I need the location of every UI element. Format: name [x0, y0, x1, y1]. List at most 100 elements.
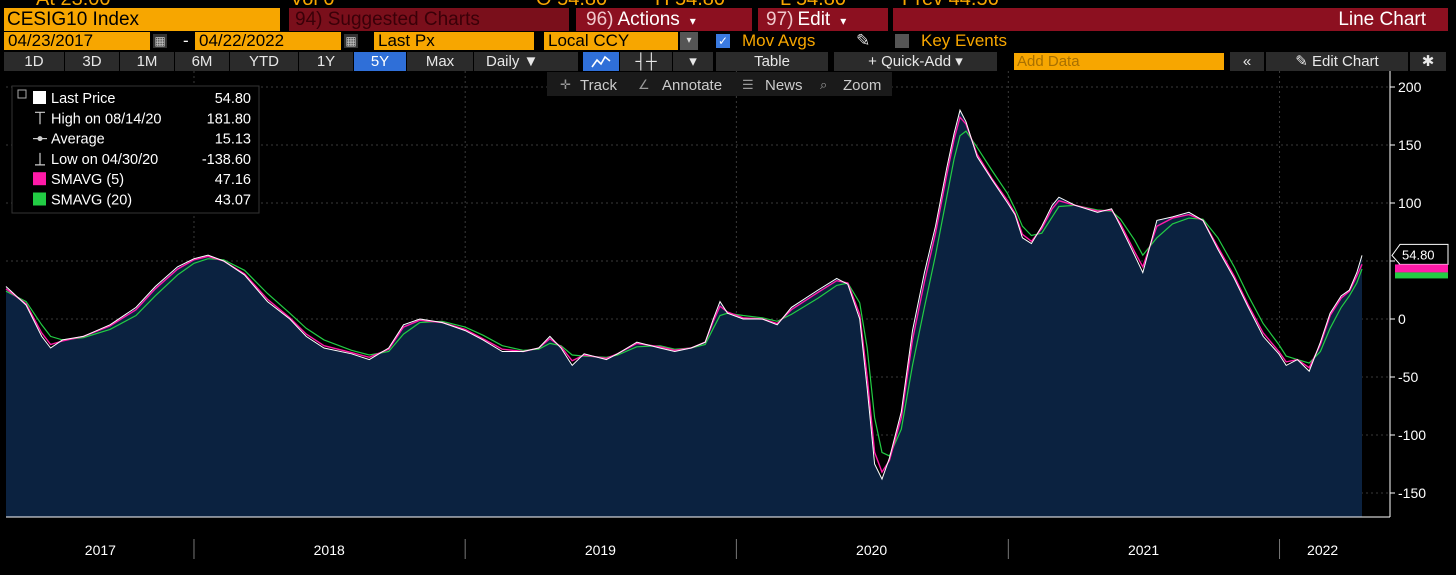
- plus-icon: +: [868, 53, 877, 70]
- quick-add-button[interactable]: + Quick-Add ▾: [834, 52, 997, 71]
- chart-tools: ✛ Track ∠ Annotate ☰ News ⌕ Zoom: [547, 72, 892, 96]
- legend-label: Last Price: [51, 91, 115, 107]
- chevron-down-icon: ▾: [955, 53, 963, 70]
- sma5-flag: [1395, 264, 1448, 273]
- last-price-flag: 54.80: [1391, 243, 1449, 279]
- calendar-icon[interactable]: ▦: [153, 34, 167, 48]
- x-tick-label: 2022: [1307, 542, 1338, 558]
- price-area-fill: [6, 110, 1362, 517]
- legend-row: SMAVG (20) 43.07: [33, 192, 251, 209]
- range-1m-button[interactable]: 1M: [120, 52, 174, 71]
- start-date-field[interactable]: 04/23/2017: [4, 32, 150, 50]
- quote-high: H 54.80: [655, 0, 725, 8]
- legend-label: SMAVG (20): [51, 193, 132, 209]
- track-button[interactable]: Track: [580, 77, 617, 94]
- y-tick-label: -100: [1398, 427, 1426, 443]
- y-tick-label: 0: [1398, 311, 1406, 327]
- calendar-icon[interactable]: ▦: [344, 34, 358, 48]
- price-field-select[interactable]: Last Px: [374, 32, 534, 50]
- sma20-flag: [1395, 272, 1448, 279]
- periodicity-select[interactable]: Daily ▼: [474, 52, 578, 71]
- key-events-checkbox[interactable]: [895, 34, 909, 48]
- add-data-input[interactable]: Add Data: [1014, 53, 1224, 70]
- chevron-down-icon[interactable]: ▾: [673, 52, 713, 71]
- legend: Last Price 54.80 High on 08/14/20 181.80 Ave…: [11, 85, 260, 214]
- x-tick-label: 2021: [1128, 542, 1159, 558]
- legend-box: [11, 85, 260, 214]
- mov-avgs-checkbox[interactable]: ✓: [716, 34, 730, 48]
- crosshair-icon[interactable]: ✛: [560, 77, 571, 92]
- edit-chart-label: Edit Chart: [1312, 53, 1379, 70]
- annotate-icon[interactable]: ∠: [638, 77, 650, 92]
- news-button[interactable]: News: [765, 77, 803, 94]
- mov-avgs-label: Mov Avgs: [742, 31, 816, 50]
- chevron-down-icon[interactable]: ▾: [680, 32, 698, 50]
- currency-select[interactable]: Local CCY: [544, 32, 678, 50]
- edit-menu[interactable]: 97) Edit ▾: [758, 8, 888, 31]
- average-marker-dot: [37, 136, 43, 142]
- high-marker-icon: [35, 111, 45, 125]
- y-tick-label: -50: [1398, 369, 1418, 385]
- suggested-charts-button[interactable]: 94) Suggested Charts: [289, 8, 569, 31]
- legend-label: Average: [51, 132, 105, 148]
- gear-icon[interactable]: ✱: [1410, 52, 1446, 71]
- quote-prev: Prev 44.56: [902, 0, 999, 8]
- edit-number: 97): [766, 9, 794, 30]
- chevron-down-icon: ▼: [523, 53, 539, 70]
- legend-collapse-icon[interactable]: [17, 89, 27, 99]
- sma20-line: [5, 130, 1363, 457]
- range-max-button[interactable]: Max: [407, 52, 473, 71]
- quote-strip: At 23:00 Vol 0 O 54.80 H 54.80 L 54.80 P…: [0, 0, 1456, 8]
- legend-value: 43.07: [215, 193, 251, 209]
- quote-time: At 23:00: [36, 0, 111, 8]
- range-6m-button[interactable]: 6M: [175, 52, 229, 71]
- edit-label: Edit: [797, 9, 831, 30]
- legend-row: Last Price 54.80: [33, 91, 251, 107]
- pencil-icon[interactable]: ✎: [856, 31, 871, 50]
- x-tick-label: 2018: [314, 542, 345, 558]
- quick-add-label: Quick-Add: [881, 53, 952, 70]
- last-price-value: 54.80: [1402, 247, 1435, 262]
- candle-chart-icon[interactable]: ┤┼: [620, 52, 672, 71]
- title-bar: CESIG10 Index 94) Suggested Charts 96) Ac…: [0, 8, 1456, 31]
- y-tick-label: 100: [1398, 195, 1422, 211]
- low-marker-icon: [35, 152, 45, 166]
- y-tick-label: 200: [1398, 79, 1422, 95]
- edit-chart-button[interactable]: ✎ Edit Chart: [1266, 52, 1408, 71]
- ticker-field[interactable]: CESIG10 Index: [4, 8, 280, 31]
- legend-value: 47.16: [215, 172, 251, 188]
- periodicity-label: Daily: [486, 53, 520, 70]
- table-button[interactable]: Table: [716, 52, 828, 71]
- x-tick-label: 2019: [585, 542, 616, 558]
- y-tick-label: -150: [1398, 485, 1426, 501]
- legend-row: High on 08/14/20 181.80: [35, 111, 251, 127]
- range-1d-button[interactable]: 1D: [4, 52, 64, 71]
- chevron-down-icon: ▾: [689, 14, 696, 28]
- chart-type-label[interactable]: Line Chart: [893, 8, 1448, 31]
- range-5y-button[interactable]: 5Y: [354, 52, 406, 71]
- suggested-charts-number: 94): [295, 9, 323, 30]
- suggested-charts-label: Suggested Charts: [327, 9, 480, 30]
- quote-volume: Vol 0: [290, 0, 334, 8]
- key-events-label: Key Events: [921, 31, 1007, 50]
- range-ytd-button[interactable]: YTD: [230, 52, 298, 71]
- line-chart-icon[interactable]: [583, 52, 619, 71]
- zoom-button[interactable]: Zoom: [843, 77, 881, 94]
- zoom-icon[interactable]: ⌕: [820, 77, 827, 92]
- range-3d-button[interactable]: 3D: [65, 52, 119, 71]
- range-1y-button[interactable]: 1Y: [299, 52, 353, 71]
- x-tick-label: 2020: [856, 542, 887, 558]
- x-tick-label: 2017: [85, 542, 116, 558]
- collapse-icon[interactable]: «: [1230, 52, 1264, 71]
- news-icon[interactable]: ☰: [742, 77, 754, 92]
- legend-marker: [33, 172, 46, 186]
- line-chart[interactable]: 200150100500-50-100-150 2017201820192020…: [0, 71, 1456, 575]
- sma5-line: [5, 115, 1363, 474]
- end-date-field[interactable]: 04/22/2022: [195, 32, 341, 50]
- legend-value: 15.13: [215, 132, 251, 148]
- actions-menu[interactable]: 96) Actions ▾: [576, 8, 752, 31]
- legend-row: Average 15.13: [33, 132, 251, 148]
- quote-open: O 54.80: [536, 0, 607, 8]
- last-price-flag-shape: [1391, 243, 1449, 265]
- annotate-button[interactable]: Annotate: [662, 77, 722, 94]
